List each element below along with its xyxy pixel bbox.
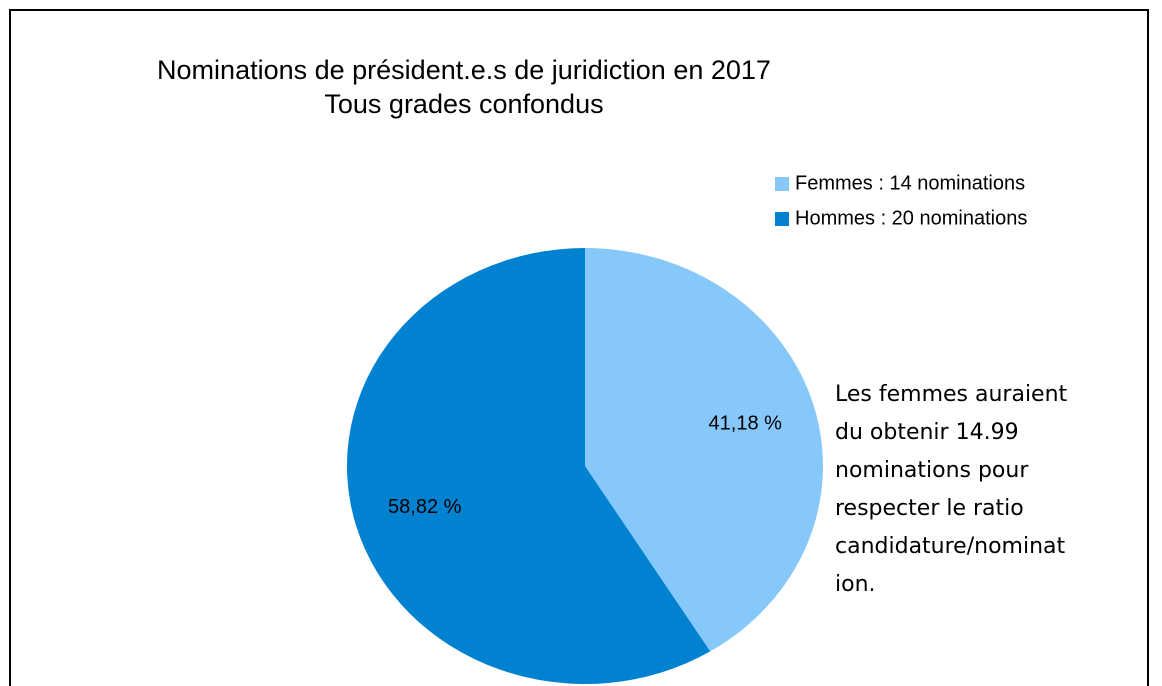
annotation: respecter le ratio bbox=[835, 496, 1024, 521]
annotation: nominations pour bbox=[835, 458, 1029, 483]
legend-swatch bbox=[775, 177, 789, 191]
pie-slice bbox=[347, 248, 711, 685]
annotation: candidature/nominat bbox=[835, 534, 1065, 559]
annotation: du obtenir 14.99 bbox=[835, 420, 1019, 445]
data-label: 58,82 % bbox=[388, 496, 462, 518]
chart-title: Nominations de président.e.s de juridict… bbox=[157, 55, 771, 85]
legend-swatch bbox=[775, 212, 789, 226]
pie-slice bbox=[585, 248, 823, 652]
data-label: 41,18 % bbox=[709, 413, 783, 435]
chart-subtitle: Tous grades confondus bbox=[324, 89, 603, 119]
legend-label: Hommes : 20 nominations bbox=[795, 207, 1027, 229]
annotation: Les femmes auraient bbox=[835, 382, 1068, 407]
legend-label: Femmes : 14 nominations bbox=[795, 172, 1025, 194]
annotation: ion. bbox=[835, 572, 876, 597]
frame bbox=[9, 9, 1149, 686]
